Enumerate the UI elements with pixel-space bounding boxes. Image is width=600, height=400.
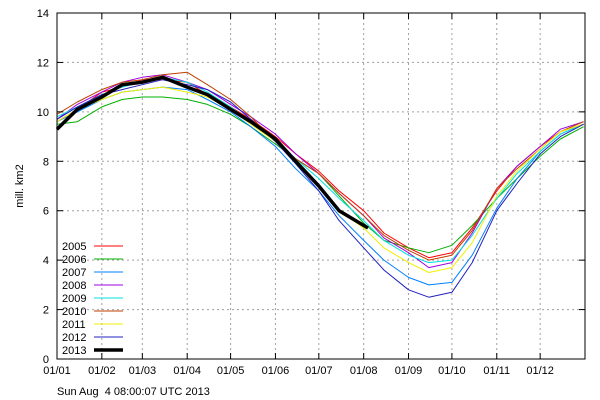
legend-label-2012: 2012 [62, 332, 86, 344]
y-tick-label: 8 [43, 156, 49, 168]
series-line-2009 [56, 76, 584, 264]
legend-label-2011: 2011 [62, 319, 86, 331]
series-line-2008 [56, 74, 584, 269]
x-tick-label: 01/11 [483, 365, 510, 377]
y-tick-label: 12 [37, 57, 49, 69]
y-tick-label: 4 [43, 255, 49, 267]
x-tick-label: 01/07 [305, 365, 333, 377]
legend-label-2006: 2006 [62, 254, 86, 266]
y-tick-label: 6 [43, 206, 49, 218]
y-tick-label: 10 [37, 107, 49, 119]
x-tick-label: 01/05 [217, 365, 245, 377]
legend-label-2010: 2010 [62, 306, 86, 318]
x-tick-label: 01/03 [129, 365, 157, 377]
x-tick-label: 01/09 [395, 365, 423, 377]
series-line-2012 [56, 79, 584, 298]
legend-label-2013: 2013 [62, 345, 86, 357]
x-tick-label: 01/01 [43, 365, 71, 377]
axes: 0 2 4 6 8 10 12 14 01/01 01/02 01/03 01/04 01/05 01/0… [37, 8, 585, 377]
y-tick-label: 2 [43, 305, 49, 317]
x-tick-label: 01/02 [88, 365, 116, 377]
y-tick-label: 14 [37, 8, 49, 20]
legend-label-2008: 2008 [62, 280, 86, 292]
series-lines [55, 71, 584, 298]
x-tick-label: 01/08 [350, 365, 378, 377]
y-tick-label: 0 [43, 354, 49, 366]
series-line-2005 [56, 79, 584, 259]
timestamp: Sun Aug 4 08:00:07 UTC 2013 [57, 386, 210, 398]
series-line-2013 [55, 75, 369, 230]
x-tick-label: 01/10 [438, 365, 466, 377]
y-axis-label: mill. km2 [14, 164, 26, 207]
x-tick-label: 01/12 [526, 365, 554, 377]
plot-frame [56, 12, 586, 360]
series-line-2010 [56, 71, 584, 261]
legend-label-2005: 2005 [62, 241, 86, 253]
legend-label-2009: 2009 [62, 293, 86, 305]
legend-label-2007: 2007 [62, 267, 86, 279]
x-tick-label: 01/04 [173, 365, 201, 377]
x-tick-label: 01/06 [262, 365, 290, 377]
